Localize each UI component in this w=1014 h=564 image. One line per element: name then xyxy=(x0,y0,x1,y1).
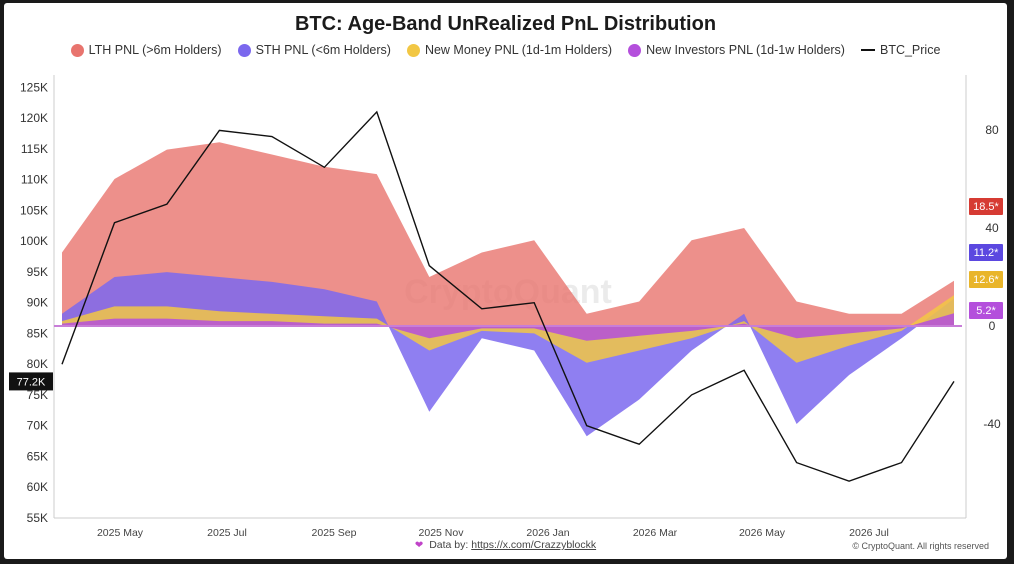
area-new-money xyxy=(62,295,954,363)
y-left-tick-label: 115K xyxy=(21,142,48,156)
legend-label-lth: LTH PNL (>6m Holders) xyxy=(88,43,222,57)
end-label-lth: 18.5* xyxy=(973,201,999,213)
y-left-tick-label: 100K xyxy=(20,234,48,248)
chart-title: BTC: Age-Band UnRealized PnL Distributio… xyxy=(294,13,717,35)
copyright: © CryptoQuant. All rights reserved xyxy=(852,541,989,551)
end-label-bg-new_investors xyxy=(969,302,1003,319)
x-tick-label: 2025 Jul xyxy=(207,527,247,539)
y-left-tick-label: 70K xyxy=(27,419,48,433)
x-tick-label: 2025 May xyxy=(97,527,144,539)
legend: LTH PNL (>6m Holders) STH PNL (<6m Holde… xyxy=(4,43,1007,57)
area-sth xyxy=(62,272,954,437)
x-tick-label: 2026 Jul xyxy=(849,527,889,539)
heart-icon: ❤ xyxy=(414,540,424,551)
x-tick-label: 2025 Nov xyxy=(419,527,465,539)
y-left-tick-label: 110K xyxy=(21,173,48,187)
data-source-link[interactable]: https://x.com/Crazzyblockk xyxy=(471,539,597,551)
lth-swatch-icon xyxy=(70,43,84,57)
y-right-tick-label: -40 xyxy=(983,417,1001,431)
y-left-tick-label: 90K xyxy=(27,296,48,310)
price-end-label: 77.2K xyxy=(17,376,46,388)
y-left-tick-label: 95K xyxy=(27,265,48,279)
x-tick-label: 2026 Mar xyxy=(633,527,678,539)
x-tick-label: 2025 Sep xyxy=(312,527,357,539)
data-source: ❤ Data by: https://x.com/Crazzyblockk xyxy=(4,539,1007,551)
new-money-swatch-icon xyxy=(406,43,420,57)
legend-item-btc-price[interactable]: BTC_Price xyxy=(860,43,941,57)
legend-label-btc-price: BTC_Price xyxy=(879,43,941,57)
end-label-new_investors: 5.2* xyxy=(976,305,996,317)
area-lth xyxy=(62,142,954,326)
legend-item-lth[interactable]: LTH PNL (>6m Holders) xyxy=(70,43,222,57)
sth-swatch-icon xyxy=(237,43,251,57)
x-tick-label: 2026 Jan xyxy=(526,527,569,539)
y-right-tick-label: 0 xyxy=(989,319,996,333)
y-left-tick-label: 120K xyxy=(20,111,48,125)
legend-item-sth[interactable]: STH PNL (<6m Holders) xyxy=(237,43,391,57)
price-end-label-bg xyxy=(9,372,53,391)
end-label-new_money: 12.6* xyxy=(973,274,999,286)
legend-label-new-investors: New Investors PNL (1d-1w Holders) xyxy=(646,43,845,57)
y-right-tick-label: 80 xyxy=(985,123,999,137)
y-left-tick-label: 60K xyxy=(27,480,48,494)
end-label-sth: 11.2* xyxy=(974,247,1000,259)
legend-item-new-money[interactable]: New Money PNL (1d-1m Holders) xyxy=(406,43,613,57)
y-left-tick-label: 80K xyxy=(27,357,48,371)
end-label-bg-sth xyxy=(969,244,1003,261)
new-investors-swatch-icon xyxy=(628,43,642,57)
y-left-tick-label: 125K xyxy=(20,80,48,94)
data-source-prefix: Data by: xyxy=(429,539,469,551)
end-label-bg-lth xyxy=(969,198,1003,215)
legend-label-sth: STH PNL (<6m Holders) xyxy=(255,43,391,57)
y-left-tick-label: 75K xyxy=(27,388,48,402)
y-left-tick-label: 65K xyxy=(27,449,48,463)
btc-price-swatch-icon xyxy=(860,49,875,51)
x-tick-label: 2026 May xyxy=(739,527,786,539)
chart-plot: 125K120K115K110K105K100K95K90K85K80K75K7… xyxy=(9,75,1003,539)
y-right-tick-label: 40 xyxy=(985,221,999,235)
y-left-tick-label: 105K xyxy=(20,203,48,217)
btc-price-line xyxy=(61,110,955,482)
y-left-tick-label: 85K xyxy=(27,326,48,340)
y-left-tick-label: 55K xyxy=(27,511,48,525)
legend-item-new-investors[interactable]: New Investors PNL (1d-1w Holders) xyxy=(628,43,845,57)
end-label-bg-new_money xyxy=(969,271,1003,288)
legend-label-new-money: New Money PNL (1d-1m Holders) xyxy=(424,43,613,57)
chart-card: BTC: Age-Band UnRealized PnL Distributio… xyxy=(4,3,1007,559)
